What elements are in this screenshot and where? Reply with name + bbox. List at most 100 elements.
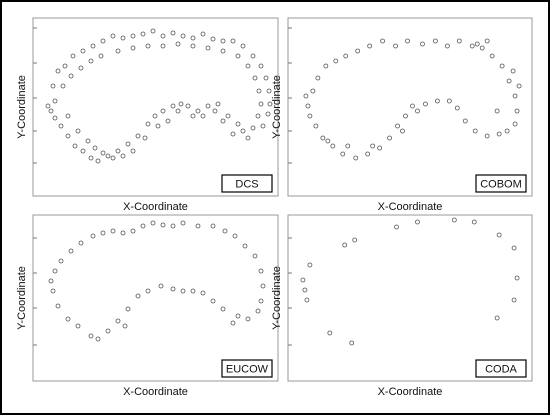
scatter-point: [303, 93, 309, 99]
scatter-point: [45, 103, 51, 109]
x-axis-label: X-Coordinate: [378, 201, 443, 213]
scatter-point: [343, 53, 349, 59]
scatter-point: [258, 101, 264, 107]
scatter-point: [88, 58, 94, 64]
scatter-point: [200, 290, 206, 296]
scatter-point: [110, 33, 116, 39]
scatter-point: [469, 43, 475, 49]
scatter-point: [342, 242, 348, 248]
scatter-point: [474, 41, 480, 47]
scatter-point: [185, 103, 191, 109]
scatter-point: [484, 133, 490, 139]
scatter-point: [145, 288, 151, 294]
scatter-point: [330, 143, 336, 149]
scatter-point: [245, 135, 251, 141]
scatter-point: [446, 98, 452, 104]
scatter-point: [232, 233, 238, 239]
scatter-point: [250, 53, 256, 59]
scatter-point: [52, 268, 58, 274]
scatter-point: [210, 223, 216, 229]
scatter-point: [355, 48, 361, 54]
scatter-point: [210, 298, 216, 304]
scatter-point: [160, 33, 166, 39]
y-axis-label: Y-Coordinate: [271, 75, 283, 139]
scatter-point: [180, 288, 186, 294]
scatter-point: [514, 275, 520, 281]
scatter-point: [210, 36, 216, 42]
scatter-point: [267, 101, 273, 107]
panel-label: EUCOW: [226, 363, 269, 375]
scatter-point: [52, 98, 58, 104]
scatter-point: [245, 316, 251, 322]
scatter-point: [90, 43, 96, 49]
scatter-point: [370, 143, 376, 149]
scatter-point: [170, 286, 176, 292]
scatter-point: [130, 148, 136, 154]
scatter-point: [150, 28, 156, 34]
scatter-point: [170, 103, 176, 109]
scatter-point: [165, 118, 171, 124]
scatter-point: [304, 297, 310, 303]
scatter-point: [255, 308, 261, 314]
plot-frame: [32, 214, 279, 382]
scatter-point: [235, 53, 241, 59]
scatter-point: [345, 143, 351, 149]
scatter-point: [325, 138, 331, 144]
scatter-point: [158, 283, 164, 289]
scatter-point: [178, 101, 184, 107]
scatter-point: [353, 155, 359, 161]
scatter-point: [511, 245, 517, 251]
scatter-point: [333, 58, 339, 64]
scatter-point: [78, 65, 84, 71]
scatter-point: [230, 131, 236, 137]
scatter-point: [80, 148, 86, 154]
scatter-point: [190, 35, 196, 41]
scatter-point: [454, 105, 460, 111]
scatter-point: [60, 83, 66, 89]
scatter-point: [80, 48, 86, 54]
scatter-point: [100, 38, 106, 44]
scatter-point: [410, 103, 415, 109]
scatter-point: [245, 63, 251, 69]
scatter-point: [242, 243, 248, 249]
scatter-point: [496, 232, 502, 238]
scatter-point: [160, 222, 166, 228]
scatter-point: [512, 93, 518, 99]
plot-frame: [32, 17, 279, 197]
scatter-point: [380, 38, 386, 44]
scatter-point: [195, 223, 201, 229]
scatter-point: [307, 262, 313, 268]
scatter-point: [115, 148, 121, 154]
scatter-point: [65, 133, 71, 139]
scatter-point: [62, 63, 68, 69]
scatter-point: [205, 45, 211, 51]
scatter-point: [225, 113, 231, 119]
panel-label-box: [475, 174, 527, 193]
scatter-point: [90, 233, 96, 239]
scatter-point: [170, 223, 176, 229]
panel-label-box: [221, 359, 273, 378]
scatter-point: [395, 123, 400, 129]
scatter-point: [506, 78, 512, 84]
scatter-point: [58, 123, 64, 129]
panel-label: CODA: [485, 363, 517, 375]
scatter-point: [320, 135, 326, 141]
scatter-point: [405, 38, 410, 44]
scatter-point: [310, 88, 316, 94]
scatter-point: [85, 138, 91, 144]
scatter-point: [88, 333, 94, 339]
scatter-point: [258, 268, 264, 274]
x-axis-label: X-Coordinate: [123, 386, 188, 398]
scatter-point: [403, 113, 408, 119]
scatter-point: [313, 123, 319, 129]
scatter-point: [110, 155, 116, 161]
scatter-point: [415, 108, 420, 114]
panel-label: DCS: [235, 178, 258, 190]
scatter-point: [444, 43, 450, 49]
scatter-point: [230, 320, 236, 326]
scatter-point: [52, 115, 58, 121]
scatter-point: [65, 316, 71, 322]
scatter-point: [115, 48, 121, 54]
scatter-point: [387, 135, 392, 141]
scatter-point: [130, 33, 136, 39]
